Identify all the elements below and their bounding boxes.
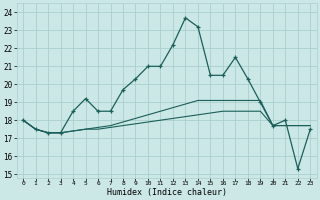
X-axis label: Humidex (Indice chaleur): Humidex (Indice chaleur) <box>107 188 227 197</box>
